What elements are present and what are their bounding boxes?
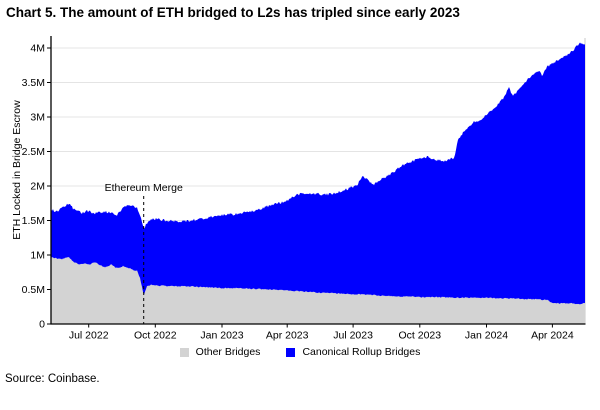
y-tick-label: 0.5M [22, 284, 45, 296]
legend-item-canonical-rollup: Canonical Rollup Bridges [286, 346, 420, 358]
y-tick-label: 0 [39, 319, 45, 331]
axes [50, 36, 586, 325]
legend: Other Bridges Canonical Rollup Bridges [0, 346, 600, 358]
other-bridges-swatch-icon [179, 347, 189, 357]
source-note: Source: Coinbase. [5, 373, 100, 385]
y-tick-label: 2M [30, 181, 45, 193]
y-tick-labels: 0 0.5M 1M 1.5M 2M 2.5M 3M 3.5M 4M [22, 43, 51, 331]
y-tick-label: 3.5M [22, 77, 45, 89]
legend-item-other-bridges: Other Bridges [179, 346, 261, 358]
legend-label-other-bridges: Other Bridges [195, 346, 261, 358]
canonical-rollup-swatch-icon [286, 347, 296, 357]
chart-title: Chart 5. The amount of ETH bridged to L2… [6, 5, 460, 20]
x-tick-labels: Jul 2022 Oct 2022 Jan 2023 Apr 2023 Jul 2023… [69, 324, 574, 342]
y-tick-label: 3M [30, 112, 45, 124]
y-tick-label: 1M [30, 250, 45, 262]
x-tick-label: Jan 2024 [465, 330, 508, 342]
other-bridges-area [51, 257, 585, 324]
legend-label-canonical-rollup: Canonical Rollup Bridges [302, 346, 421, 358]
x-tick-label: Jan 2023 [200, 330, 243, 342]
y-tick-label: 1.5M [22, 215, 45, 227]
x-tick-label: Apr 2024 [531, 330, 574, 342]
canonical-rollup-area [51, 42, 585, 305]
x-tick-label: Apr 2023 [266, 330, 309, 342]
x-tick-label: Jul 2022 [69, 330, 109, 342]
y-tick-label: 4M [30, 43, 45, 55]
x-tick-label: Jul 2023 [333, 330, 373, 342]
merge-annotation-label: Ethereum Merge [105, 182, 183, 194]
y-tick-label: 2.5M [22, 146, 45, 158]
x-tick-label: Oct 2023 [398, 330, 441, 342]
x-tick-label: Oct 2022 [134, 330, 177, 342]
